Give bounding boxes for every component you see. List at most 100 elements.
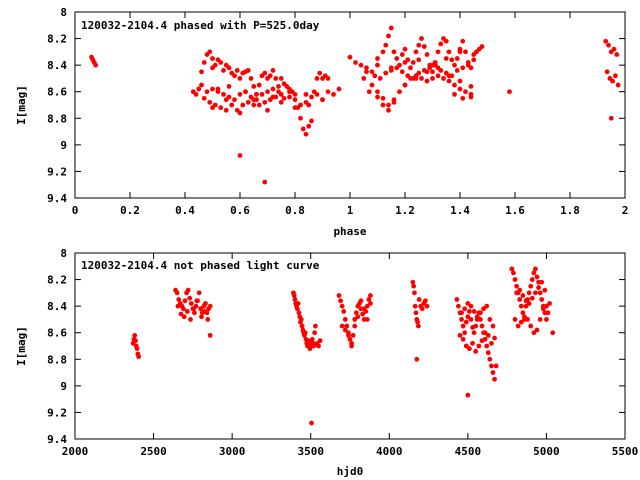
phased-data-point — [380, 49, 386, 55]
phased-data-point — [468, 84, 474, 89]
phased-y-tick-label: 8.6 — [47, 86, 67, 99]
phased-data-point — [375, 89, 380, 95]
unphased-data-point — [182, 298, 188, 304]
unphased-data-point — [540, 306, 546, 312]
unphased-y-axis: 8 8.2 8.4 8.6 8.8 9 9.2 9.4 — [47, 247, 625, 446]
phased-data-point — [309, 118, 314, 124]
phased-x-tick-label: 1.8 — [560, 204, 580, 217]
phased-data-point — [457, 49, 463, 55]
unphased-data-point — [479, 338, 485, 344]
phased-data-point — [608, 115, 614, 121]
unphased-chart: 2000 2500 3000 3500 4000 4500 5000 5500 8 8.2 8.4… — [15, 247, 638, 478]
phased-data-point — [416, 70, 422, 76]
phased-x-tick-label: 0.8 — [285, 204, 305, 217]
phased-data-point — [452, 62, 457, 68]
unphased-x-tick-label: 5000 — [533, 445, 560, 458]
unphased-data-point — [484, 343, 490, 349]
phased-data-point — [615, 82, 621, 88]
phased-data-point — [270, 94, 276, 100]
unphased-data-point — [517, 297, 523, 302]
phased-data-point — [603, 38, 609, 44]
phased-data-point — [375, 94, 380, 100]
phased-data-point — [303, 91, 309, 97]
phased-x-tick-label: 1.6 — [505, 204, 525, 217]
unphased-data-point — [341, 309, 347, 314]
unphased-data-point — [296, 310, 302, 316]
unphased-data-point — [344, 323, 350, 329]
phased-data-point — [237, 153, 243, 158]
unphased-data-point — [184, 309, 190, 314]
unphased-data-point — [360, 311, 365, 317]
unphased-data-point — [187, 295, 193, 301]
unphased-data-point — [355, 314, 361, 320]
unphased-data-point — [176, 297, 182, 302]
unphased-data-point — [520, 293, 526, 298]
phased-y-tick-label: 8.4 — [47, 59, 67, 72]
phased-data-point — [306, 123, 312, 129]
phased-data-point — [388, 25, 394, 31]
unphased-data-point — [313, 323, 318, 329]
phased-data-point — [259, 91, 265, 97]
phased-data-point — [479, 44, 485, 49]
phased-data-point — [604, 69, 610, 75]
phased-data-point — [270, 68, 276, 73]
unphased-data-point — [181, 306, 186, 312]
phased-x-tick-label: 1.2 — [395, 204, 415, 217]
phased-x-tick-label: 1 — [347, 204, 354, 217]
unphased-data-point — [358, 298, 364, 304]
phased-data-point — [399, 69, 405, 75]
phased-data-point — [358, 62, 364, 68]
unphased-data-point — [517, 287, 523, 293]
phased-y-tick-label: 9.4 — [47, 192, 67, 205]
unphased-data-point — [411, 283, 417, 289]
phased-data-point — [463, 89, 468, 95]
phased-y-tick-label: 8 — [60, 6, 67, 19]
unphased-data-point — [413, 310, 419, 316]
phased-data-point — [369, 69, 375, 75]
unphased-plot-frame — [74, 252, 626, 440]
phased-data-point — [251, 102, 257, 108]
phased-data-point — [207, 49, 213, 55]
phased-data-point — [386, 107, 391, 113]
unphased-data-point — [175, 303, 181, 309]
phased-data-point — [364, 65, 369, 71]
unphased-data-point — [339, 323, 345, 329]
phased-data-point — [446, 73, 452, 79]
unphased-x-tick-label: 2500 — [140, 445, 167, 458]
unphased-data-point — [478, 310, 483, 316]
phased-data-point — [372, 73, 378, 79]
phased-data-point — [314, 91, 320, 97]
unphased-data-point — [490, 323, 496, 329]
phased-data-point — [314, 76, 320, 81]
unphased-data-point — [463, 319, 469, 325]
unphased-data-point — [474, 314, 480, 320]
phased-data-point — [218, 105, 224, 111]
phased-data-point — [460, 65, 466, 71]
phased-data-point — [292, 91, 298, 97]
phased-data-point — [254, 97, 259, 103]
unphased-data-point — [346, 332, 351, 338]
phased-data-point — [430, 76, 435, 81]
unphased-data-point — [528, 323, 534, 329]
unphased-data-point — [207, 303, 213, 309]
unphased-x-tick-label: 5500 — [612, 445, 639, 458]
unphased-data-point — [522, 314, 527, 320]
phased-data-point — [262, 179, 268, 185]
unphased-data-point — [529, 295, 535, 301]
unphased-data-point — [511, 270, 516, 276]
unphased-data-point — [133, 338, 138, 344]
unphased-data-point — [174, 290, 180, 296]
phased-data-point — [435, 73, 441, 79]
unphased-data-point — [470, 340, 475, 346]
unphased-data-point — [471, 309, 477, 314]
unphased-data-point — [520, 310, 526, 316]
phased-data-point — [416, 42, 422, 48]
phased-data-point — [457, 86, 463, 92]
phased-data-point — [413, 76, 419, 81]
phased-x-axis: 0 0.2 0.4 0.6 0.8 1 1.2 1.4 1.6 1.8 2 — [72, 12, 628, 217]
unphased-y-axis-label: I[mag] — [15, 326, 28, 366]
unphased-data-point — [136, 354, 142, 360]
phased-data-point — [256, 82, 262, 88]
phased-data-point — [229, 102, 235, 108]
phased-data-point — [443, 56, 449, 61]
